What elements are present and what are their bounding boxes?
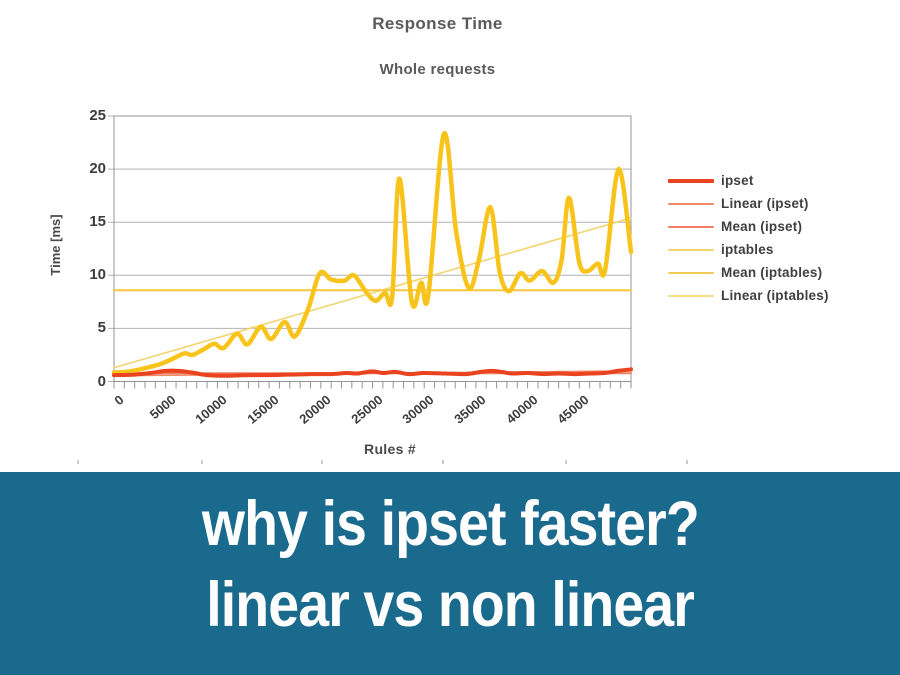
- legend-line-swatch: [668, 248, 714, 251]
- caption-line-2: linear vs non linear: [206, 570, 695, 640]
- y-tick-label-5: 5: [97, 319, 106, 337]
- stray-mark: [201, 460, 203, 464]
- x-axis-title: Rules #: [364, 441, 416, 457]
- legend-label: Mean (iptables): [721, 265, 823, 280]
- legend-label: iptables: [721, 242, 774, 257]
- stray-mark: [686, 460, 688, 464]
- legend-label: ipset: [721, 173, 754, 188]
- chart-title: Response Time: [372, 14, 503, 33]
- caption-line-1: why is ipset faster?: [201, 489, 700, 559]
- y-tick-label-15: 15: [89, 213, 106, 231]
- stray-mark: [442, 460, 444, 464]
- series-linear-iptables-: [113, 217, 632, 369]
- stray-mark: [77, 460, 79, 464]
- legend-line-swatch: [668, 271, 714, 274]
- legend-item: Linear (ipset): [668, 192, 829, 215]
- legend-label: Linear (iptables): [721, 288, 829, 303]
- legend-label: Mean (ipset): [721, 219, 803, 234]
- legend-item: ipset: [668, 169, 829, 192]
- stray-mark: [321, 460, 323, 464]
- y-tick-label-10: 10: [89, 266, 106, 284]
- plot-frame: [113, 115, 632, 382]
- legend-item: Mean (ipset): [668, 215, 829, 238]
- legend-line-swatch: [668, 178, 714, 183]
- legend-item: Linear (iptables): [668, 284, 829, 307]
- chart-legend: ipset Linear (ipset) Mean (ipset) iptables M…: [668, 169, 829, 307]
- series-iptables: [111, 131, 634, 375]
- y-tick-label-20: 20: [89, 160, 106, 178]
- stray-mark: [565, 460, 567, 464]
- legend-item: iptables: [668, 238, 829, 261]
- y-tick-label-25: 25: [89, 107, 106, 124]
- series-ipset: [112, 367, 633, 378]
- legend-line-swatch: [668, 202, 714, 205]
- chart-subtitle: Whole requests: [379, 61, 496, 78]
- y-tick-label-0: 0: [97, 372, 106, 390]
- legend-line-swatch: [668, 294, 714, 297]
- legend-label: Linear (ipset): [721, 196, 809, 211]
- legend-item: Mean (iptables): [668, 261, 829, 284]
- legend-line-swatch: [668, 225, 714, 228]
- caption-banner: why is ipset faster? linear vs non linea…: [0, 472, 900, 675]
